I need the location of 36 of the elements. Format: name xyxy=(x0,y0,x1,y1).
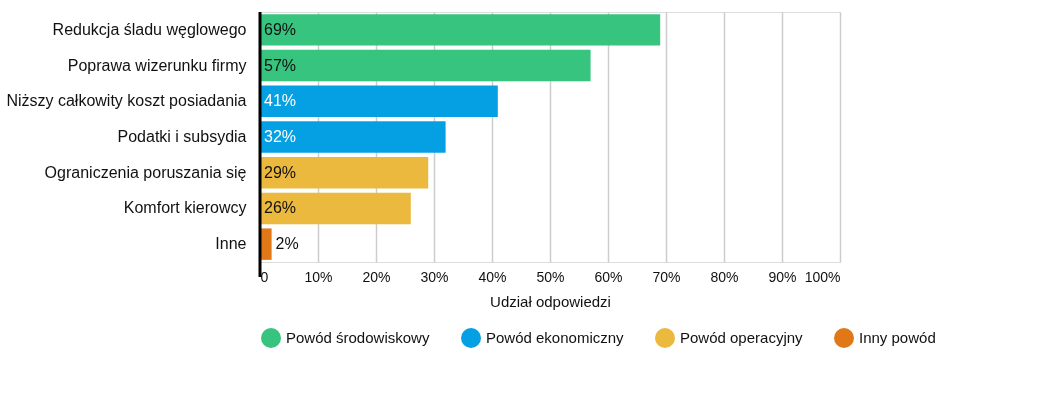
x-tick-label: 70% xyxy=(652,268,681,285)
x-tick-label: 90% xyxy=(768,268,797,285)
data-label: 41% xyxy=(264,92,297,110)
bar xyxy=(260,49,591,82)
x-tick-label: 10% xyxy=(304,268,333,285)
x-tick-label: 20% xyxy=(362,268,391,285)
legend-label: Powód ekonomiczny xyxy=(486,329,625,346)
legend-label: Powód środowiskowy xyxy=(286,329,430,346)
y-tick-label: Komfort kierowcy xyxy=(123,199,247,217)
y-tick-label: Inne xyxy=(215,235,247,253)
data-label: 32% xyxy=(264,128,297,145)
bar xyxy=(260,157,429,189)
x-tick-label: 0 xyxy=(260,268,269,285)
x-tick-label: 100% xyxy=(804,268,841,285)
legend-label: Inny powód xyxy=(859,329,936,346)
x-axis-title: Udział odpowiedzi xyxy=(490,292,611,310)
data-label: 26% xyxy=(264,199,297,217)
x-tick-label: 80% xyxy=(710,268,739,285)
data-label: 69% xyxy=(264,20,297,38)
x-tick-label: 60% xyxy=(594,268,623,285)
data-label: 2% xyxy=(275,235,299,253)
y-tick-label: Redukcja śladu węglowego xyxy=(52,20,247,38)
x-tick-label: 50% xyxy=(536,268,565,285)
y-tick-label: Poprawa wizerunku firmy xyxy=(67,56,247,74)
bar xyxy=(260,14,661,46)
bar xyxy=(260,121,446,153)
y-tick-label: Niższy całkowity koszt posiadania xyxy=(6,92,247,110)
data-label: 57% xyxy=(264,56,297,74)
y-tick-label: Podatki i subsydia xyxy=(117,128,247,145)
bar xyxy=(260,85,498,117)
bar xyxy=(260,192,411,225)
legend-label: Powód operacyjny xyxy=(680,329,804,346)
x-tick-label: 40% xyxy=(478,268,507,285)
data-label: 29% xyxy=(264,163,297,181)
x-tick-label: 30% xyxy=(420,268,449,285)
y-tick-label: Ograniczenia poruszania się xyxy=(44,163,247,181)
